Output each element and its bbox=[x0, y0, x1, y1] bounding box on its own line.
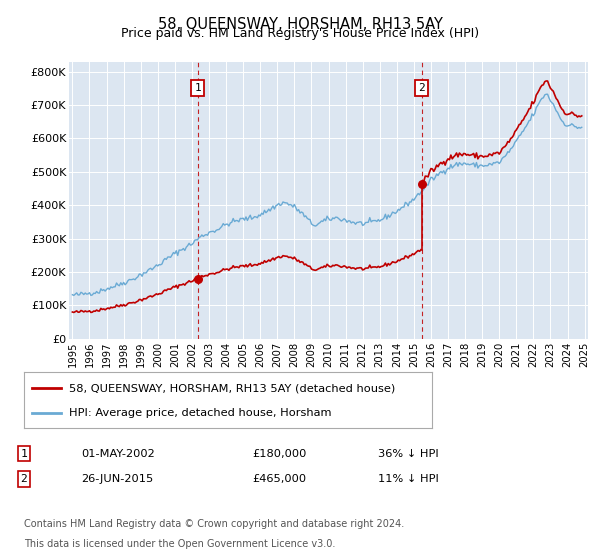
Text: Contains HM Land Registry data © Crown copyright and database right 2024.: Contains HM Land Registry data © Crown c… bbox=[24, 519, 404, 529]
Text: 58, QUEENSWAY, HORSHAM, RH13 5AY: 58, QUEENSWAY, HORSHAM, RH13 5AY bbox=[158, 17, 442, 32]
Text: Price paid vs. HM Land Registry's House Price Index (HPI): Price paid vs. HM Land Registry's House … bbox=[121, 27, 479, 40]
Text: £180,000: £180,000 bbox=[252, 449, 307, 459]
Text: 01-MAY-2002: 01-MAY-2002 bbox=[81, 449, 155, 459]
Text: This data is licensed under the Open Government Licence v3.0.: This data is licensed under the Open Gov… bbox=[24, 539, 335, 549]
Text: 2: 2 bbox=[418, 83, 425, 94]
Point bbox=[417, 179, 427, 188]
Text: 11% ↓ HPI: 11% ↓ HPI bbox=[378, 474, 439, 484]
Text: 58, QUEENSWAY, HORSHAM, RH13 5AY (detached house): 58, QUEENSWAY, HORSHAM, RH13 5AY (detach… bbox=[69, 383, 395, 393]
Text: 1: 1 bbox=[20, 449, 28, 459]
Point bbox=[193, 274, 202, 283]
Text: 26-JUN-2015: 26-JUN-2015 bbox=[81, 474, 153, 484]
Text: 2: 2 bbox=[20, 474, 28, 484]
Text: 36% ↓ HPI: 36% ↓ HPI bbox=[378, 449, 439, 459]
Text: 1: 1 bbox=[194, 83, 201, 94]
Text: HPI: Average price, detached house, Horsham: HPI: Average price, detached house, Hors… bbox=[69, 408, 331, 418]
Text: £465,000: £465,000 bbox=[252, 474, 306, 484]
